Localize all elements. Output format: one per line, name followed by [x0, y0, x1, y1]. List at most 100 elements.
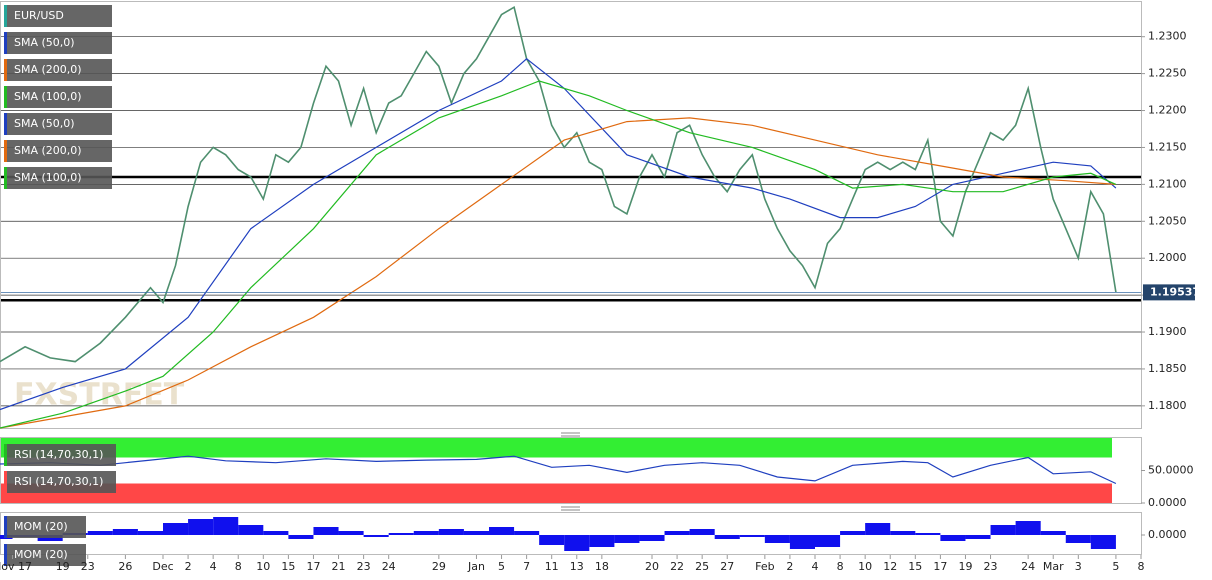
bar [363, 535, 389, 537]
bar [614, 535, 640, 543]
x-tick-label: 5 [1112, 560, 1119, 573]
legend-box [4, 113, 112, 135]
x-tick-label: 17 [306, 560, 320, 573]
legend-swatch [4, 86, 7, 108]
y-tick-label: 1.2100 [1148, 177, 1187, 190]
legend-box [4, 5, 112, 27]
x-tick-label: 3 [1075, 560, 1082, 573]
x-tick-label: 23 [357, 560, 371, 573]
bar [915, 533, 941, 535]
y-tick-label: 50.0000 [1148, 464, 1194, 477]
x-tick-label: 13 [570, 560, 584, 573]
x-tick-label: 23 [81, 560, 95, 573]
x-tick-label: Jan [467, 560, 485, 573]
legend-swatch [4, 516, 7, 538]
x-tick-label: 19 [958, 560, 972, 573]
bar [288, 535, 314, 539]
legend-label: SMA (100,0) [14, 90, 82, 103]
x-tick-label: 8 [1138, 560, 1145, 573]
legend-label: MOM (20) [14, 520, 68, 533]
legend-swatch [4, 59, 7, 81]
bar [840, 531, 866, 535]
x-tick-label: 4 [812, 560, 819, 573]
resize-handle[interactable] [561, 506, 580, 511]
x-tick-label: 27 [720, 560, 734, 573]
bar [213, 517, 239, 535]
legend-swatch [4, 444, 7, 466]
bar [87, 531, 113, 535]
x-tick-label: Mar [1043, 560, 1064, 573]
x-tick-label: 23 [984, 560, 998, 573]
x-tick-label: Dec [152, 560, 173, 573]
legend-box [4, 516, 86, 538]
series-line [0, 58, 1117, 411]
legend-box [4, 59, 112, 81]
bar [714, 535, 740, 539]
resize-handle[interactable] [561, 432, 580, 437]
x-tick-label: 22 [670, 560, 684, 573]
x-tick-label: 15 [281, 560, 295, 573]
bar [463, 531, 489, 535]
legend-swatch [4, 113, 7, 135]
bar [438, 529, 464, 535]
rsi-band [1, 483, 1112, 503]
x-tick-label: 18 [595, 560, 609, 573]
legend-label: RSI (14,70,30,1) [14, 448, 103, 461]
y-tick-label: 0.0000 [1148, 496, 1187, 509]
bar [539, 535, 565, 545]
bar [890, 531, 916, 535]
x-tick-label: 2 [786, 560, 793, 573]
bar [589, 535, 615, 547]
legend-swatch [4, 32, 7, 54]
legend-swatch [4, 471, 7, 493]
legend-label: SMA (50,0) [14, 117, 75, 130]
bar [664, 531, 690, 535]
legend-label: SMA (100,0) [14, 171, 82, 184]
bar [865, 523, 891, 535]
y-tick-label: 1.2000 [1148, 251, 1187, 264]
x-tick-label: 11 [545, 560, 559, 573]
bar [188, 519, 214, 535]
legend-box [4, 140, 112, 162]
rsi-band [1, 438, 1112, 458]
x-tick-label: 12 [883, 560, 897, 573]
x-tick-label: 4 [210, 560, 217, 573]
x-tick-label: 29 [432, 560, 446, 573]
last-price-label: 1.19537 [1150, 285, 1200, 298]
bar [514, 531, 540, 535]
y-tick-label: 1.1850 [1148, 362, 1187, 375]
legend-box [4, 32, 112, 54]
legend-label: SMA (50,0) [14, 36, 75, 49]
bar [965, 535, 991, 539]
bar [639, 535, 665, 541]
y-tick-label: 1.2250 [1148, 67, 1187, 80]
bar [789, 535, 815, 549]
bar [112, 529, 138, 535]
x-tick-label: 5 [498, 560, 505, 573]
bar [1065, 535, 1091, 543]
bar [338, 531, 364, 535]
x-tick-label: 15 [908, 560, 922, 573]
legend-box [4, 86, 112, 108]
bar [163, 523, 189, 535]
series-line [0, 455, 1117, 485]
bar [990, 525, 1016, 535]
legend-label: SMA (200,0) [14, 63, 82, 76]
legend-swatch [4, 544, 7, 566]
bar [413, 531, 439, 535]
y-tick-label: 1.2050 [1148, 214, 1187, 227]
y-tick-label: 1.2150 [1148, 140, 1187, 153]
bar [263, 531, 289, 535]
x-tick-label: 8 [235, 560, 242, 573]
y-tick-label: 1.2300 [1148, 30, 1187, 43]
bar [940, 535, 966, 541]
legend-label: RSI (14,70,30,1) [14, 475, 103, 488]
legend-box [4, 471, 116, 493]
bar [313, 527, 339, 535]
legend-swatch [4, 5, 7, 27]
x-tick-label: 19 [56, 560, 70, 573]
x-tick-label: 26 [118, 560, 132, 573]
bar [1015, 521, 1041, 535]
legend-swatch [4, 140, 7, 162]
